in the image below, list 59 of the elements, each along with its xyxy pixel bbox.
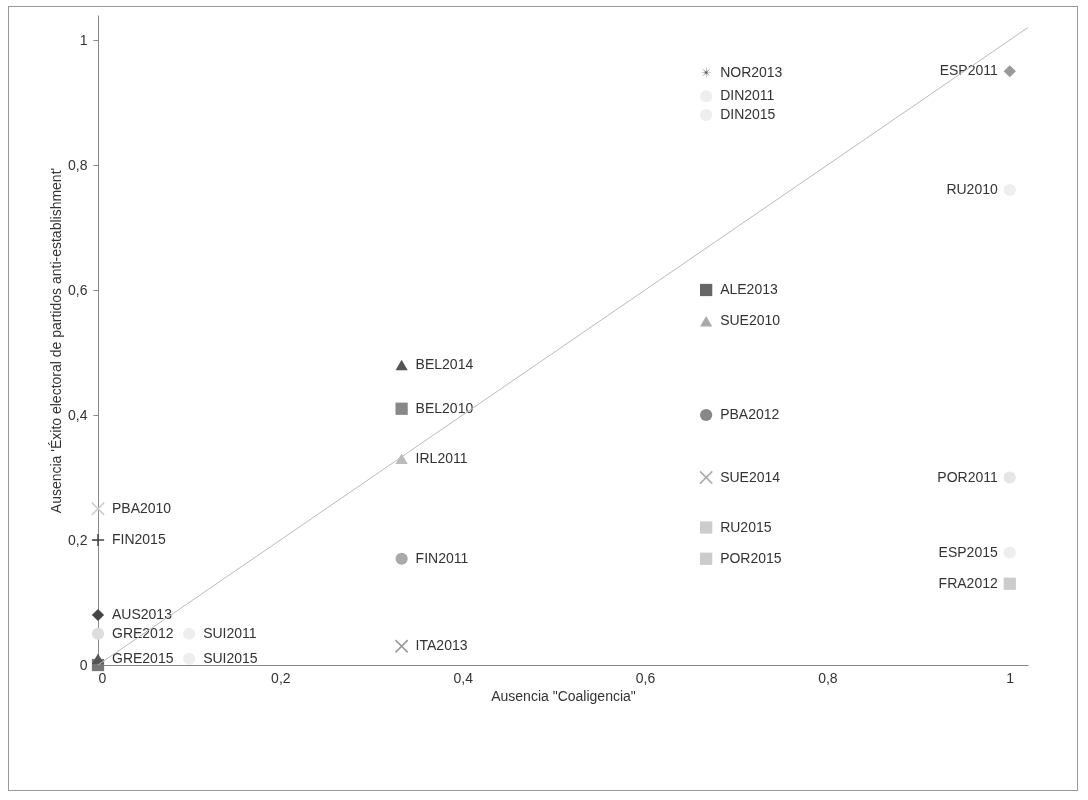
series-label: POR2011 <box>937 468 998 485</box>
series-label: IRL2011 <box>415 449 468 466</box>
point <box>183 652 196 665</box>
y-tick-label: 0,4 <box>68 406 88 423</box>
y-tick-label: 0,8 <box>68 156 88 173</box>
x-tick-label: 1 <box>1006 669 1015 686</box>
x-axis-title: Ausencia "Coaligencia" <box>491 687 636 704</box>
point <box>91 627 105 640</box>
series-label: GRE2015 <box>112 649 174 666</box>
x-tick-label: 0,2 <box>271 669 291 686</box>
x-tick-label: 0 <box>98 669 107 686</box>
point <box>91 501 105 516</box>
series-label: SUE2014 <box>720 468 781 485</box>
x-tick-label: 0,8 <box>818 669 838 686</box>
point <box>395 552 408 565</box>
series-label: ITA2013 <box>415 637 468 654</box>
series-label: ALE2013 <box>720 281 778 297</box>
series-label: FIN2011 <box>415 549 469 566</box>
series-label: DIN2011 <box>720 87 775 104</box>
series-label: POR2015 <box>720 549 782 566</box>
series-label: SUE2010 <box>720 312 781 329</box>
x-tick-label: 0,4 <box>453 669 474 686</box>
point <box>91 533 105 547</box>
series-label: DIN2015 <box>720 106 776 122</box>
series-label: BEL2014 <box>415 356 474 372</box>
point <box>1003 577 1016 590</box>
point <box>91 653 105 665</box>
series-label: PBA2010 <box>112 499 172 516</box>
point <box>1003 65 1016 78</box>
series-label: RU2010 <box>946 181 998 197</box>
series-label: PBA2012 <box>720 406 780 422</box>
point <box>700 408 713 422</box>
point <box>91 608 105 622</box>
series-label: ESP2015 <box>938 543 998 560</box>
point <box>395 359 408 371</box>
y-axis-title: Ausencia 'Éxito electoral de partidos anti-establishment' <box>48 167 65 514</box>
point <box>700 552 713 565</box>
point <box>394 639 409 654</box>
series-label: FRA2012 <box>938 574 998 591</box>
point <box>699 470 714 485</box>
y-tick-label: 1 <box>79 31 88 48</box>
y-tick-label: 0 <box>79 656 88 673</box>
y-tick-label: 0,2 <box>68 531 88 548</box>
x-tick-label: 0,6 <box>635 669 656 686</box>
point <box>700 315 713 327</box>
point <box>395 402 408 415</box>
series-label: NOR2013 <box>720 63 783 80</box>
point <box>700 283 713 297</box>
series-label: SUI2015 <box>203 649 258 666</box>
y-tick-label: 0,6 <box>68 281 88 298</box>
series-label: BEL2010 <box>415 399 474 416</box>
point <box>700 521 713 534</box>
series-label: FIN2015 <box>112 531 166 547</box>
series-label: SUI2011 <box>203 624 257 641</box>
series-label: GRE2012 <box>112 624 174 641</box>
point <box>1003 471 1016 484</box>
series-label: RU2015 <box>720 518 772 535</box>
series-label: AUS2013 <box>112 606 173 622</box>
series-label: ESP2011 <box>939 62 998 79</box>
